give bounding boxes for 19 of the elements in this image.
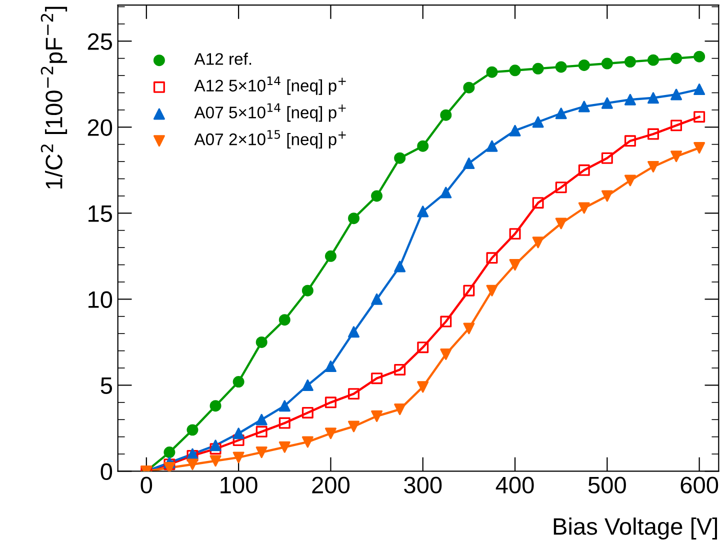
x-tick-label: 0 [140,476,152,494]
y-tick-label: 5 [100,378,112,394]
x-tick-label: 500 [588,476,626,494]
x-tick-label: 100 [220,476,258,494]
legend-label: A07 2×10$^{15}$ [neq] p$^{+}$ [194,130,346,149]
x-tick-label: 300 [404,476,442,494]
y-tick-label: 0 [100,463,112,480]
y-axis-title: 1/C$^{2}$ [100$^{−2}$pF$^{−2}$] [40,6,68,189]
x-tick-label: 600 [680,476,718,494]
legend-label: A07 5×10$^{14}$ [neq] p$^{+}$ [194,103,346,122]
x-tick-label: 200 [312,476,350,494]
y-tick-label: 15 [88,205,112,222]
legend-label: A12 ref. [194,52,252,65]
legend-label: A12 5×10$^{14}$ [neq] p$^{+}$ [194,76,346,95]
y-tick-label: 20 [88,119,112,136]
x-tick-label: 400 [496,476,534,494]
x-axis-title: Bias Voltage [V] [554,518,717,540]
y-tick-label: 10 [88,291,112,308]
y-tick-label: 25 [88,33,112,50]
